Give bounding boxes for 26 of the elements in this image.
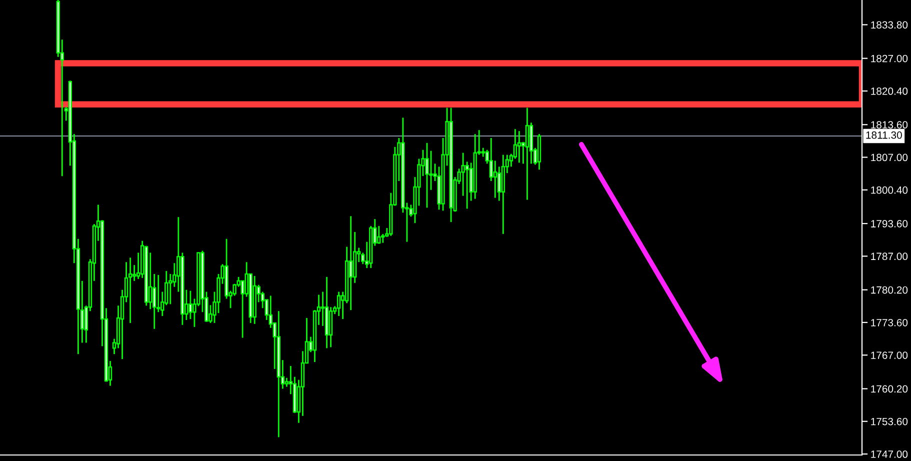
y-tick-label: 1827.00 (871, 54, 908, 62)
y-tick-label: 1820.40 (871, 88, 908, 95)
candlestick (328, 306, 333, 348)
candlestick (425, 142, 429, 208)
y-tick-label: 1780.20 (871, 286, 908, 294)
y-tick-label: 1833.80 (871, 21, 908, 29)
candlestick (336, 291, 341, 317)
y-tick-label: 1753.60 (871, 418, 908, 426)
candlestick (348, 215, 353, 311)
y-tick-label: 1787.00 (871, 252, 908, 260)
y-tick-label: 1807.00 (871, 154, 908, 162)
y-tick-label: 1793.60 (871, 220, 908, 228)
candlestick (493, 160, 497, 199)
candlestick (128, 256, 132, 324)
candlestick (517, 130, 522, 164)
y-tick-label: 1767.00 (871, 352, 908, 359)
candlestick (465, 161, 469, 210)
y-tick-label: 1813.60 (871, 121, 908, 129)
y-tick-label: 1760.20 (871, 385, 908, 393)
candlestick (132, 264, 136, 282)
ref-line-label: 1811.30 (866, 131, 902, 139)
y-tick-label: 1747.00 (871, 450, 908, 458)
candlestick (377, 225, 381, 245)
y-tick-label: 1800.40 (871, 186, 908, 194)
candlestick (188, 290, 192, 320)
y-tick-label: 1773.60 (871, 318, 908, 326)
